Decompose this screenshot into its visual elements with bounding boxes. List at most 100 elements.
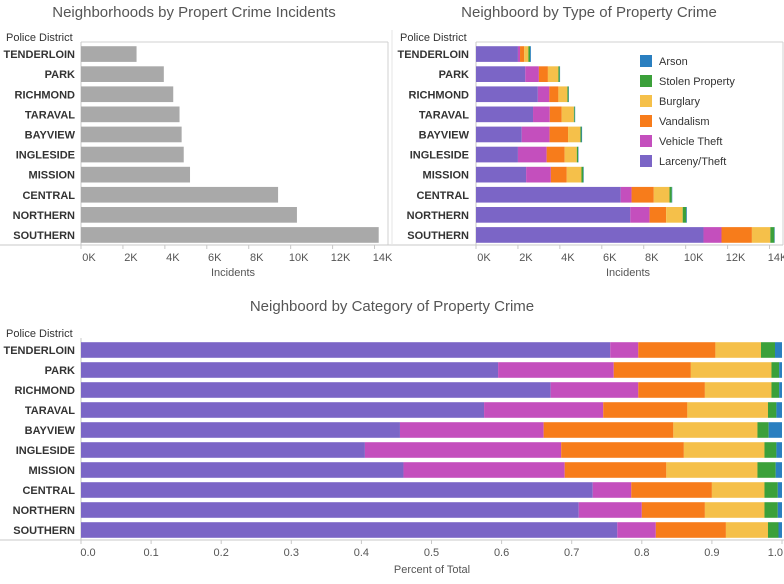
x-tick-label: 10K <box>684 252 704 264</box>
category-label: RICHMOND <box>15 385 76 397</box>
bar-segment-stolen-property <box>581 166 584 183</box>
type-chart: Neighboord by Type of Property Crime Pol… <box>0 4 784 279</box>
legend-swatch <box>640 55 652 67</box>
category-label: TARAVAL <box>419 109 469 121</box>
legend-entry: Vehicle Theft <box>659 136 722 148</box>
bar-segment-stolen-property <box>757 422 769 438</box>
x-tick-label: 0.6 <box>494 547 509 559</box>
x-tick-label: 0.5 <box>424 547 439 559</box>
bar-segment-larceny-theft <box>81 402 485 418</box>
bar-segment-arson <box>775 462 782 478</box>
x-tick-label: 0.8 <box>634 547 649 559</box>
bar-segment-larceny-theft <box>81 462 404 478</box>
bar-segment-vandalism <box>631 186 654 203</box>
bar-segment-vehicle-theft <box>521 126 550 143</box>
category-label: INGLESIDE <box>16 150 75 162</box>
bar-segment-burglary <box>711 482 765 498</box>
bar-segment-larceny-theft <box>476 146 518 163</box>
legend-background <box>632 50 774 178</box>
legend-swatch <box>640 135 652 147</box>
bar <box>81 66 164 82</box>
legend-entry: Vandalism <box>659 116 710 128</box>
bar-segment-arson <box>776 442 782 458</box>
category-label: SOUTHERN <box>13 230 75 242</box>
bar-segment-vandalism <box>549 86 559 103</box>
x-tick-label: 14K <box>768 252 784 264</box>
bar-segment-arson <box>779 362 782 378</box>
bar-segment-stolen-property <box>767 402 777 418</box>
bar <box>81 126 182 143</box>
bar-segment-arson <box>778 522 782 538</box>
bar-segment-burglary <box>690 362 772 378</box>
category-label: TARAVAL <box>25 109 75 121</box>
bar-segment-larceny-theft <box>476 126 522 143</box>
row-header: Police District <box>400 32 467 44</box>
category-chart: Neighboord by Category of Property Crime… <box>0 298 784 576</box>
bar-segment-burglary <box>715 342 761 358</box>
bar-segment-larceny-theft <box>81 342 611 358</box>
bar-segment-vehicle-theft <box>630 207 650 223</box>
bar-segment-larceny-theft <box>476 66 526 82</box>
category-label: INGLESIDE <box>16 445 75 457</box>
bar <box>81 207 297 223</box>
bar-segment-vandalism <box>603 402 688 418</box>
bar-segment-vehicle-theft <box>403 462 565 478</box>
bar-segment-burglary <box>564 146 577 163</box>
bar-segment-arson <box>774 342 782 358</box>
bar-segment-vandalism <box>546 146 565 163</box>
chart-title: Neighboord by Type of Property Crime <box>461 4 717 21</box>
bar-segment-vandalism <box>561 442 684 458</box>
x-tick-label: 4K <box>166 252 180 264</box>
x-tick-label: 0K <box>477 252 491 264</box>
bar-segment-larceny-theft <box>81 362 499 378</box>
bar-segment-burglary <box>687 402 768 418</box>
bar-segment-burglary <box>568 126 581 143</box>
bar-segment-burglary <box>524 46 529 62</box>
bar-segment-larceny-theft <box>81 522 618 538</box>
bar-segment-larceny-theft <box>476 186 621 203</box>
bar-segment-vehicle-theft <box>550 382 639 398</box>
bar-segment-stolen-property <box>576 146 579 163</box>
bar-segment-stolen-property <box>771 382 780 398</box>
legend-entry: Burglary <box>659 96 700 108</box>
bar-segment-stolen-property <box>580 126 582 143</box>
bar-segment-larceny-theft <box>476 227 704 243</box>
bar-segment-burglary <box>666 207 683 223</box>
category-label: MISSION <box>29 170 76 182</box>
legend-entry: Larceny/Theft <box>659 156 726 168</box>
bar-segment-vehicle-theft <box>525 66 539 82</box>
row-header: Police District <box>6 32 73 44</box>
category-label: INGLESIDE <box>410 150 469 162</box>
category-label: MISSION <box>423 170 470 182</box>
legend-entry: Stolen Property <box>659 76 735 88</box>
bar-segment-vehicle-theft <box>498 362 614 378</box>
bar-segment-burglary <box>704 502 765 518</box>
x-tick-label: 12K <box>726 252 746 264</box>
x-axis-label: Percent of Total <box>394 564 470 576</box>
x-axis-label: Incidents <box>606 267 651 279</box>
bar-segment-larceny-theft <box>476 106 534 123</box>
bar-segment-stolen-property <box>771 362 780 378</box>
x-tick-label: 0.4 <box>354 547 369 559</box>
bar-segment-stolen-property <box>558 66 560 82</box>
bar-segment-larceny-theft <box>476 207 631 223</box>
bar-segment-arson <box>768 422 782 438</box>
x-tick-label: 0K <box>82 252 96 264</box>
x-tick-label: 0.2 <box>214 547 229 559</box>
bar-segment-stolen-property <box>764 442 777 458</box>
bar-segment-burglary <box>558 86 568 103</box>
bar-segment-stolen-property <box>760 342 775 358</box>
x-tick-label: 0.7 <box>564 547 579 559</box>
bar-segment-vehicle-theft <box>517 46 521 62</box>
category-label: PARK <box>439 69 469 81</box>
category-label: TENDERLOIN <box>4 49 76 61</box>
bar-segment-larceny-theft <box>81 422 400 438</box>
category-label: MISSION <box>29 465 76 477</box>
x-tick-label: 6K <box>603 252 617 264</box>
bar-segment-vehicle-theft <box>578 502 642 518</box>
bar-segment-vehicle-theft <box>364 442 562 458</box>
bar-segment-burglary <box>566 166 582 183</box>
bar <box>81 146 184 163</box>
bar-segment-arson <box>779 382 782 398</box>
incidents-chart: Neighborhoods by Propert Crime Incidents… <box>0 4 393 279</box>
